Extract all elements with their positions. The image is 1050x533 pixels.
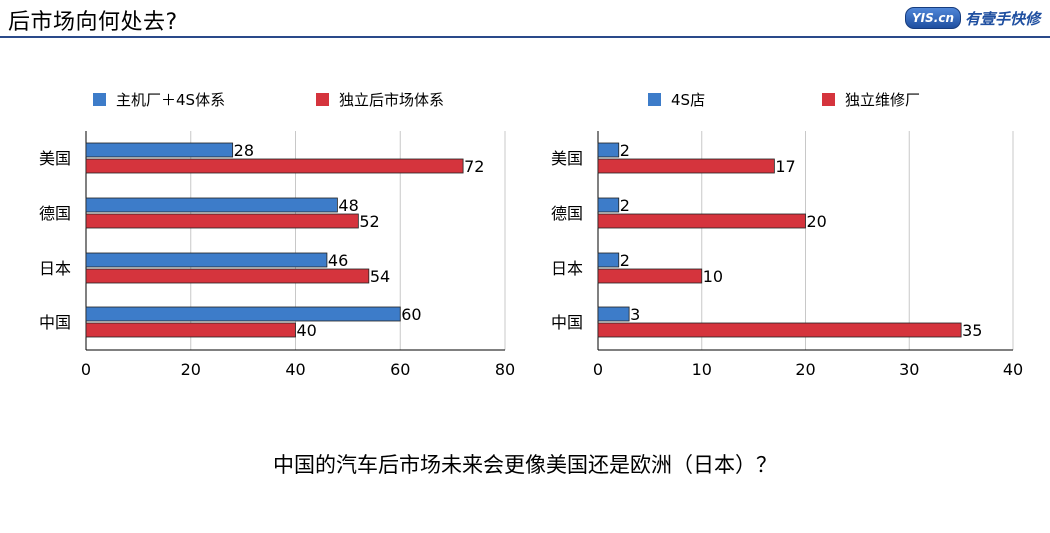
data-label: 10 <box>703 267 723 286</box>
legend-swatch <box>648 92 661 106</box>
bar <box>85 306 401 322</box>
data-label: 17 <box>775 157 795 176</box>
data-label: 48 <box>338 196 358 215</box>
bar <box>85 197 338 213</box>
x-tick-label: 40 <box>285 360 305 379</box>
title-divider <box>0 36 1050 38</box>
x-tick-label: 80 <box>495 360 515 379</box>
bar <box>597 306 630 322</box>
data-label: 52 <box>359 212 379 231</box>
data-label: 35 <box>962 321 982 340</box>
x-tick-label: 20 <box>795 360 815 379</box>
bar <box>85 252 328 268</box>
data-label: 20 <box>807 212 827 231</box>
question-text: 中国的汽车后市场未来会更像美国还是欧洲（日本）？ <box>273 453 777 477</box>
category-label: 日本 <box>39 259 71 278</box>
x-tick-label: 40 <box>1003 360 1023 379</box>
data-label: 2 <box>620 251 630 270</box>
bar <box>85 322 296 338</box>
legend-label: 4S店 <box>671 90 706 109</box>
legend-swatch <box>93 92 106 106</box>
data-label: 72 <box>464 157 484 176</box>
data-label: 46 <box>328 251 348 270</box>
x-tick-label: 60 <box>390 360 410 379</box>
legend-label: 主机厂＋4S体系 <box>116 90 226 109</box>
legend-label: 独立维修厂 <box>845 90 921 109</box>
data-label: 2 <box>620 196 630 215</box>
bar <box>597 252 620 268</box>
category-label: 中国 <box>39 313 71 332</box>
data-label: 40 <box>297 321 317 340</box>
legend-item: 4S店 <box>648 89 705 110</box>
bar <box>85 268 370 284</box>
data-label: 3 <box>630 305 640 324</box>
category-label: 日本 <box>551 259 583 278</box>
bar <box>85 158 464 174</box>
legend-label: 独立后市场体系 <box>339 90 445 109</box>
legend-swatch <box>316 92 329 106</box>
bar <box>597 142 620 158</box>
x-tick-label: 10 <box>692 360 712 379</box>
category-label: 美国 <box>551 149 583 168</box>
bar <box>597 197 620 213</box>
data-label: 60 <box>401 305 421 324</box>
category-label: 德国 <box>551 204 583 223</box>
bar <box>597 322 962 338</box>
category-label: 中国 <box>551 313 583 332</box>
bar <box>597 158 775 174</box>
x-tick-label: 30 <box>899 360 919 379</box>
bar <box>85 142 234 158</box>
data-label: 2 <box>620 141 630 160</box>
x-tick-label: 0 <box>81 360 91 379</box>
legend-item: 独立后市场体系 <box>316 89 444 110</box>
logo-badge: YIS.cn <box>904 7 961 29</box>
page-title: 后市场向何处去? <box>8 10 178 35</box>
legend-item: 主机厂＋4S体系 <box>93 89 225 110</box>
x-tick-label: 0 <box>593 360 603 379</box>
bar <box>597 268 703 284</box>
legend-item: 独立维修厂 <box>822 89 920 110</box>
data-label: 28 <box>234 141 254 160</box>
data-label: 54 <box>370 267 390 286</box>
legend-swatch <box>822 92 835 106</box>
brand-logo: YIS.cn 有壹手快修 <box>904 5 1040 31</box>
x-tick-label: 20 <box>181 360 201 379</box>
bar <box>597 213 806 229</box>
category-label: 美国 <box>39 149 71 168</box>
logo-text: 有壹手快修 <box>964 9 1040 28</box>
bar <box>85 213 359 229</box>
category-label: 德国 <box>39 204 71 223</box>
